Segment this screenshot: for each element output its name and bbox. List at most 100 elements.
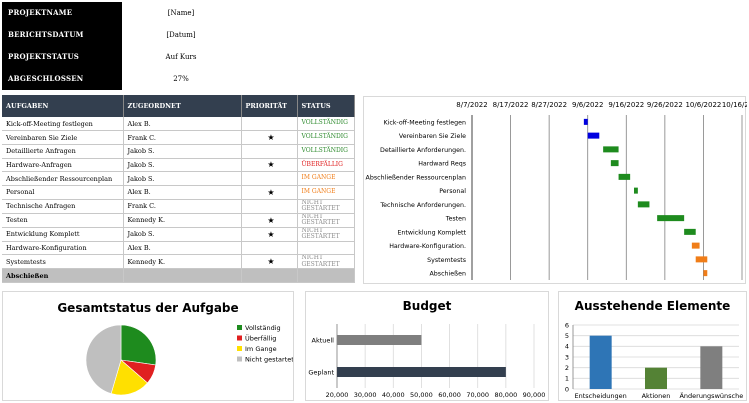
header-assignee[interactable]: ZUGEORDNET xyxy=(123,95,242,117)
status-cell[interactable]: ÜBERFÄLLIG xyxy=(297,158,355,173)
priority-cell[interactable]: ★ xyxy=(241,185,298,200)
priority-cell[interactable] xyxy=(241,241,298,256)
table-row[interactable]: Kick-off-Meeting festlegen Alex B. VOLLSTÄ… xyxy=(2,117,355,132)
budget-category-label: Geplant xyxy=(308,369,334,377)
gantt-task-label: Testen xyxy=(445,216,466,223)
status-cell[interactable]: IM GANGE xyxy=(297,185,355,200)
table-row[interactable]: Systemtests Kennedy K. ★ NICHT GESTARTET xyxy=(2,254,355,270)
budget-x-tick: 80,000 xyxy=(494,391,517,399)
table-row[interactable]: Vereinbaren Sie Ziele Frank C. ★ VOLLSTÄNDI… xyxy=(2,130,355,145)
header-tasks[interactable]: AUFGABEN xyxy=(2,95,124,117)
priority-cell[interactable] xyxy=(241,268,298,283)
status-cell[interactable]: NICHT GESTARTET xyxy=(297,254,355,270)
header-priority[interactable]: PRIORITÄT xyxy=(241,95,298,117)
assignee-cell[interactable]: Jakob S. xyxy=(123,144,242,159)
task-cell[interactable]: Abschießen xyxy=(2,268,124,283)
header-status[interactable]: STATUS xyxy=(297,95,355,117)
priority-cell[interactable] xyxy=(241,117,298,132)
task-cell[interactable]: Entwicklung Komplett xyxy=(2,227,124,242)
task-cell[interactable]: Kick-off-Meeting festlegen xyxy=(2,117,124,132)
priority-cell[interactable]: ★ xyxy=(241,158,298,173)
info-value[interactable]: [Datum] xyxy=(166,31,196,39)
info-value[interactable]: [Name] xyxy=(167,9,195,17)
assignee-cell[interactable]: Frank C. xyxy=(123,130,242,145)
status-cell[interactable] xyxy=(297,241,355,256)
pie-legend-label: Nicht gestartet xyxy=(245,356,293,364)
status-cell[interactable]: NICHT GESTARTET xyxy=(297,199,355,214)
budget-bar xyxy=(337,367,506,377)
gantt-bar xyxy=(684,228,696,235)
priority-cell[interactable]: ★ xyxy=(241,227,298,242)
status-cell[interactable]: VOLLSTÄNDIG xyxy=(297,117,355,132)
table-row[interactable]: Abschließender Ressourcenplan Jakob S. IM … xyxy=(2,171,355,186)
assignee-cell[interactable]: Alex B. xyxy=(123,117,242,132)
assignee-cell[interactable]: Kennedy K. xyxy=(123,254,242,270)
assignee-cell[interactable]: Jakob S. xyxy=(123,171,242,186)
task-cell[interactable]: Testen xyxy=(2,213,124,228)
gantt-task-label: Abschließender Ressourcenplan xyxy=(366,174,466,181)
task-cell[interactable]: Hardware-Konfiguration xyxy=(2,241,124,256)
info-row: PROJEKTNAME [Name] xyxy=(2,2,240,24)
assignee-cell[interactable]: Alex B. xyxy=(123,185,242,200)
status-cell[interactable]: IM GANGE xyxy=(297,171,355,186)
pending-bar xyxy=(700,346,723,389)
task-table: AUFGABEN ZUGEORDNET PRIORITÄT STATUS Kic… xyxy=(2,95,355,283)
assignee-cell[interactable]: Alex B. xyxy=(123,241,242,256)
info-label: PROJEKTNAME xyxy=(2,2,122,24)
status-cell[interactable]: VOLLSTÄNDIG xyxy=(297,144,355,159)
pending-items-chart: 0 1 2 3 4 5 6 Entscheidungen Aktionen Änderungswü… xyxy=(565,321,743,400)
task-cell[interactable]: Hardware-Anfragen xyxy=(2,158,124,173)
task-cell[interactable]: Abschließender Ressourcenplan xyxy=(2,171,124,186)
priority-cell[interactable]: ★ xyxy=(241,213,298,228)
assignee-cell[interactable]: Jakob S. xyxy=(123,227,242,242)
info-row: PROJEKTSTATUS Auf Kurs xyxy=(2,46,240,68)
task-cell[interactable]: Systemtests xyxy=(2,254,124,270)
pie-legend-swatch xyxy=(237,325,242,330)
table-row[interactable]: Hardware-Anfragen Jakob S. ★ ÜBERFÄLLIG xyxy=(2,158,355,173)
status-cell[interactable] xyxy=(297,268,355,283)
status-cell[interactable]: VOLLSTÄNDIG xyxy=(297,130,355,145)
priority-cell[interactable]: ★ xyxy=(241,254,298,270)
gantt-task-label: Entwicklung Komplett xyxy=(397,229,466,236)
table-row[interactable]: Technische Anfragen Frank C. NICHT GESTART… xyxy=(2,199,355,214)
table-row[interactable]: Abschießen xyxy=(2,268,355,283)
pending-y-tick: 6 xyxy=(565,321,569,329)
table-row[interactable]: Personal Alex B. ★ IM GANGE xyxy=(2,185,355,200)
info-value[interactable]: 27% xyxy=(173,75,189,83)
pending-bar xyxy=(645,367,667,389)
gantt-x-tick: 9/26/2022 xyxy=(647,101,683,109)
table-row[interactable]: Hardware-Konfiguration Alex B. xyxy=(2,241,355,256)
pie-legend-swatch xyxy=(237,356,242,362)
assignee-cell[interactable]: Frank C. xyxy=(123,199,242,214)
status-cell[interactable]: NICHT GESTARTET xyxy=(297,227,355,242)
priority-cell[interactable] xyxy=(241,144,298,159)
gantt-bar xyxy=(637,201,650,208)
table-row[interactable]: Testen Kennedy K. ★ NICHT GESTARTET xyxy=(2,213,355,228)
project-info: PROJEKTNAME [Name] BERICHTSDATUM [Datum] PRO… xyxy=(2,2,240,90)
task-cell[interactable]: Detaillierte Anfragen xyxy=(2,144,124,159)
pending-y-tick: 0 xyxy=(565,385,569,393)
task-cell[interactable]: Vereinbaren Sie Ziele xyxy=(2,130,124,145)
gantt-x-tick: 10/6/2022 xyxy=(685,101,721,109)
gantt-x-tick: 9/16/2022 xyxy=(608,101,644,109)
budget-x-tick: 50,000 xyxy=(410,391,433,399)
table-row[interactable]: Entwicklung Komplett Jakob S. ★ NICHT GESTA… xyxy=(2,227,355,242)
gantt-x-tick: 9/6/2022 xyxy=(572,101,603,109)
pending-y-tick: 1 xyxy=(565,375,569,383)
budget-x-tick: 60,000 xyxy=(438,391,461,399)
task-cell[interactable]: Personal xyxy=(2,185,124,200)
gantt-task-label: Hardward Reqs xyxy=(418,161,466,168)
assignee-cell[interactable]: Kennedy K. xyxy=(123,213,242,228)
info-value[interactable]: Auf Kurs xyxy=(165,53,197,61)
status-cell[interactable]: NICHT GESTARTET xyxy=(297,213,355,228)
pending-y-tick: 4 xyxy=(565,343,569,351)
priority-cell[interactable]: ★ xyxy=(241,130,298,145)
assignee-cell[interactable]: Jakob S. xyxy=(123,158,242,173)
priority-cell[interactable] xyxy=(241,199,298,214)
budget-x-tick: 40,000 xyxy=(382,391,405,399)
assignee-cell[interactable] xyxy=(123,268,242,283)
budget-x-tick: 90,000 xyxy=(523,391,546,399)
priority-cell[interactable] xyxy=(241,171,298,186)
table-row[interactable]: Detaillierte Anfragen Jakob S. VOLLSTÄNDIG xyxy=(2,144,355,159)
task-cell[interactable]: Technische Anfragen xyxy=(2,199,124,214)
